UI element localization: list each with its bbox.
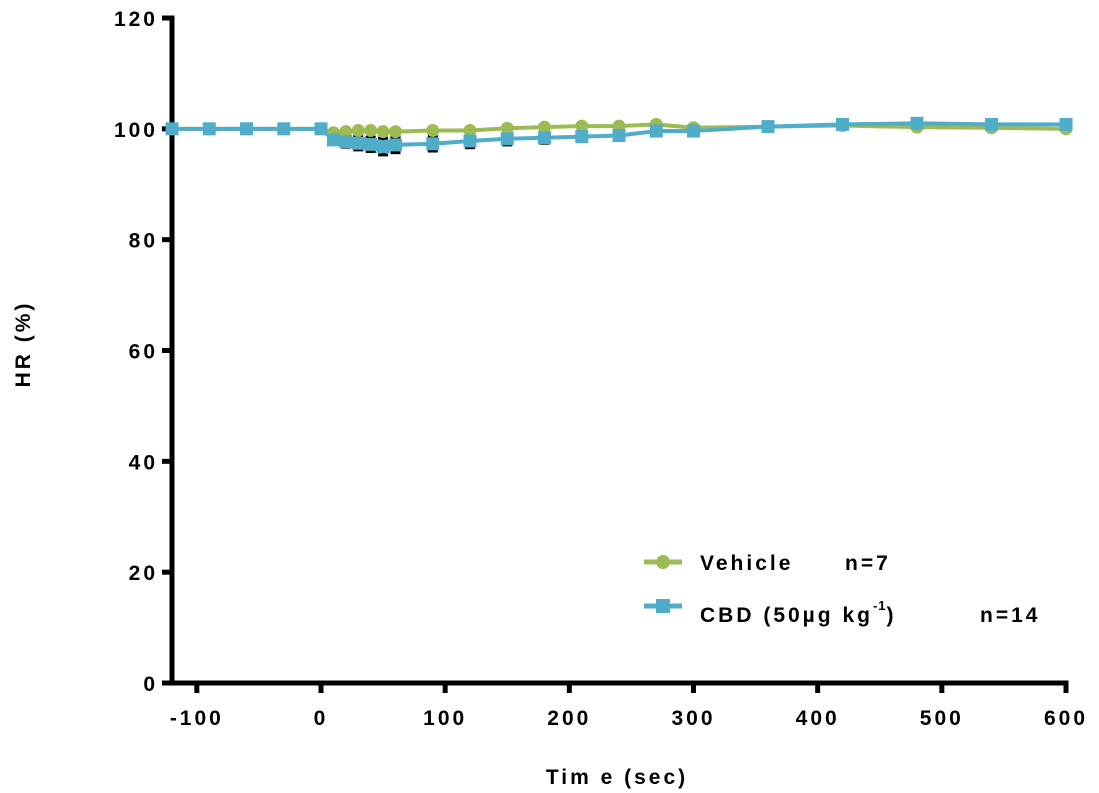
point-cbd (314, 122, 328, 136)
point-vehicle (538, 120, 551, 134)
point-vehicle (500, 121, 514, 135)
y-tick-label: 100 (114, 119, 158, 142)
x-tick-label: 500 (920, 707, 964, 730)
point-vehicle (389, 125, 402, 139)
point-cbd (761, 120, 775, 134)
point-cbd (339, 135, 353, 149)
point-cbd (426, 137, 440, 151)
point-cbd (277, 122, 291, 136)
y-tick-label: 0 (143, 673, 158, 696)
legend-label-cbd-main: CBD (50µg kg (700, 604, 873, 627)
point-cbd (326, 133, 340, 147)
point-cbd (687, 124, 700, 138)
point-cbd (165, 122, 179, 136)
point-cbd (649, 124, 663, 138)
legend: Vehicle n=7 CBD (50µg kg-1) n=14 (644, 552, 1040, 627)
tick-labels: 0 20 40 60 80 100 120 -100 0 100 200 300 400 500 600 (114, 8, 1088, 730)
point-cbd (364, 137, 378, 151)
point-vehicle (575, 119, 589, 133)
y-axis-label: HR (%) (12, 301, 35, 388)
y-tick-label: 60 (129, 341, 158, 364)
legend-marker-cbd (656, 599, 670, 613)
point-cbd (240, 122, 253, 136)
point-cbd (202, 122, 216, 136)
y-tick-label: 40 (129, 451, 158, 474)
x-axis-label: Tim e (sec) (546, 766, 688, 789)
x-tick-label: 0 (314, 707, 329, 730)
x-tick-label: 400 (796, 707, 840, 730)
point-cbd (612, 128, 626, 142)
y-tick-label: 80 (129, 230, 158, 253)
point-cbd (351, 136, 365, 150)
x-tick-label: 200 (547, 707, 591, 730)
axes (162, 15, 1069, 693)
point-vehicle (351, 123, 365, 137)
x-tick-label: 300 (671, 707, 715, 730)
legend-label-vehicle: Vehicle (700, 552, 793, 575)
y-tick-label: 20 (129, 562, 158, 585)
point-vehicle (426, 123, 440, 137)
legend-label-cbd: CBD (50µg kg-1) (700, 598, 897, 627)
point-cbd (985, 117, 998, 131)
legend-label-cbd-tail: ) (887, 604, 897, 627)
point-cbd (575, 130, 589, 144)
x-tick-label: 100 (423, 707, 467, 730)
legend-entry-vehicle: Vehicle n=7 (644, 552, 891, 575)
legend-marker-vehicle (656, 555, 670, 569)
x-tick-label: -100 (170, 707, 224, 730)
point-cbd (1059, 117, 1073, 131)
point-cbd (376, 140, 390, 154)
point-vehicle (376, 125, 390, 139)
y-tick-label: 120 (114, 8, 158, 31)
series-markers (165, 116, 1073, 154)
legend-n-vehicle: n=7 (845, 552, 891, 575)
point-cbd (389, 138, 402, 152)
point-vehicle (463, 123, 477, 137)
legend-n-cbd: n=14 (980, 604, 1040, 627)
point-vehicle (364, 123, 378, 137)
point-vehicle (339, 125, 353, 139)
legend-label-cbd-sup: -1 (873, 598, 887, 613)
point-cbd (538, 131, 551, 145)
point-cbd (500, 132, 514, 146)
point-cbd (910, 116, 924, 130)
point-cbd (836, 117, 849, 131)
x-tick-label: 600 (1044, 707, 1088, 730)
legend-entry-cbd: CBD (50µg kg-1) n=14 (644, 598, 1040, 627)
point-cbd (463, 134, 477, 148)
